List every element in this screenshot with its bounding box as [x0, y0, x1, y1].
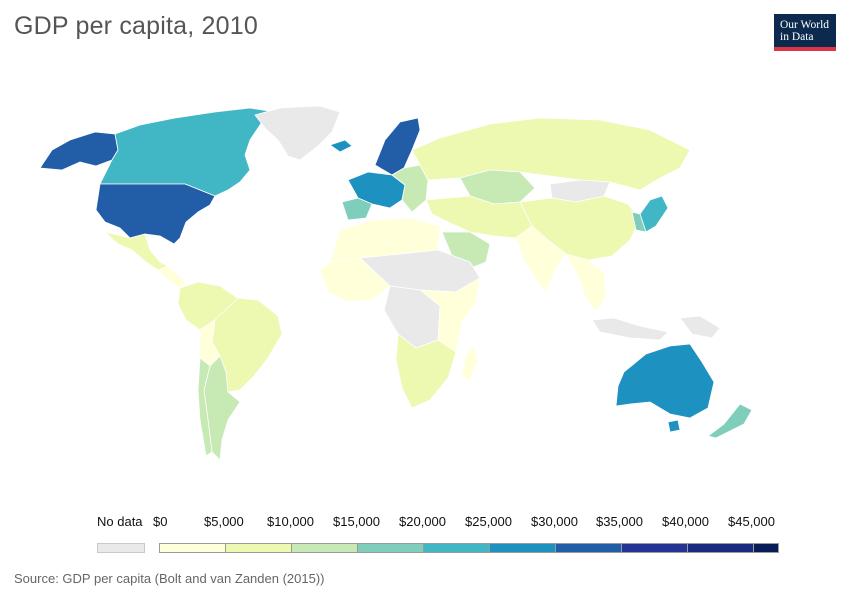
page-title: GDP per capita, 2010 — [14, 12, 258, 40]
region-southern-africa[interactable] — [395, 333, 457, 409]
legend-tick: $0 — [153, 514, 168, 529]
region-iberia[interactable] — [341, 197, 373, 221]
region-united-states[interactable] — [95, 183, 216, 245]
legend-bin[interactable] — [490, 543, 556, 553]
legend-bin[interactable] — [358, 543, 424, 553]
region-canada[interactable] — [99, 107, 276, 197]
logo-line-2: in Data — [780, 31, 814, 43]
region-madagascar[interactable] — [461, 345, 479, 381]
owid-logo[interactable]: Our World in Data — [774, 14, 836, 51]
region-greenland[interactable] — [254, 105, 341, 161]
region-east-africa[interactable] — [419, 277, 481, 353]
legend-bin[interactable] — [226, 543, 292, 553]
legend-bin[interactable] — [159, 543, 226, 553]
legend-tick: $45,000 — [728, 514, 775, 529]
legend-tick: $10,000 — [267, 514, 314, 529]
region-india[interactable] — [515, 225, 567, 293]
legend-bin[interactable] — [556, 543, 622, 553]
legend-color-scale — [159, 543, 779, 553]
region-west-africa[interactable] — [319, 257, 391, 303]
region-indonesia[interactable] — [591, 317, 669, 341]
legend-no-data-label: No data — [97, 514, 143, 529]
region-new-zealand[interactable] — [707, 403, 753, 439]
region-korea[interactable] — [631, 211, 647, 233]
region-alaska[interactable] — [39, 131, 119, 171]
legend-tick: $25,000 — [465, 514, 512, 529]
legend-tick: $20,000 — [399, 514, 446, 529]
legend-no-data-swatch[interactable] — [97, 543, 145, 553]
legend-tick: $35,000 — [596, 514, 643, 529]
legend-bin[interactable] — [292, 543, 358, 553]
region-papua-new-guinea[interactable] — [679, 315, 721, 339]
legend-bin[interactable] — [754, 543, 779, 553]
legend-bin[interactable] — [424, 543, 490, 553]
legend-bin[interactable] — [622, 543, 688, 553]
region-central-america[interactable] — [157, 265, 187, 289]
legend-tick: $40,000 — [662, 514, 709, 529]
region-mexico[interactable] — [104, 231, 169, 271]
region-southeast-asia[interactable] — [565, 253, 607, 313]
region-chile[interactable] — [197, 357, 213, 457]
region-iceland[interactable] — [329, 139, 353, 153]
legend-bin[interactable] — [688, 543, 754, 553]
legend-tick: $5,000 — [204, 514, 244, 529]
logo-line-1: Our World — [780, 19, 830, 31]
region-russia[interactable] — [411, 117, 691, 191]
legend-tick: $30,000 — [531, 514, 578, 529]
region-australia[interactable] — [615, 343, 715, 419]
region-tasmania[interactable] — [667, 419, 681, 433]
source-note: Source: GDP per capita (Bolt and van Zan… — [14, 571, 325, 586]
legend-tick: $15,000 — [333, 514, 380, 529]
